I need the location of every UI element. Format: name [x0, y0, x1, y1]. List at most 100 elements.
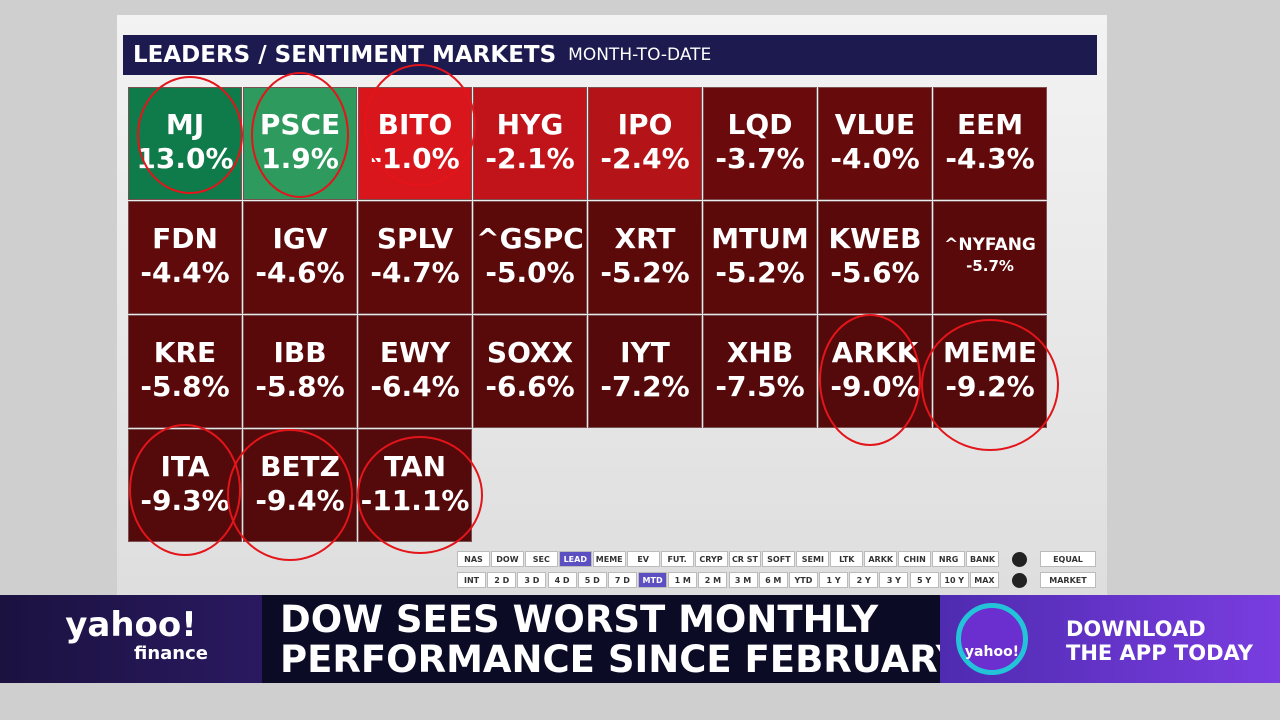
tile: VLUE -4.0%	[818, 87, 932, 200]
tile: ^GSPC -5.0%	[473, 201, 587, 314]
button[interactable]: MTD	[638, 572, 668, 588]
change: -6.4%	[370, 370, 460, 403]
change: -9.4%	[255, 484, 345, 517]
ticker: EWY	[379, 336, 451, 369]
ticker: IBB	[273, 336, 327, 369]
tile: LQD -3.7%	[703, 87, 817, 200]
change: -5.6%	[830, 256, 920, 289]
button[interactable]: CHIN	[898, 551, 932, 567]
app-logo: yahoo!	[956, 603, 1028, 675]
promo-line: DOWNLOAD	[1066, 617, 1206, 641]
button[interactable]: 5 Y	[909, 572, 939, 588]
button[interactable]: DOW	[490, 551, 524, 567]
button[interactable]: 1 M	[668, 572, 698, 588]
button[interactable]: 3 M	[728, 572, 758, 588]
ticker: XHB	[726, 336, 794, 369]
change: -2.1%	[485, 142, 575, 175]
change: -4.7%	[370, 256, 460, 289]
tile: PSCE 1.9%	[243, 87, 357, 200]
button[interactable]: 5 D	[577, 572, 607, 588]
button[interactable]: SEC	[524, 551, 558, 567]
ticker: TAN	[383, 450, 447, 483]
button[interactable]: ARKK	[864, 551, 898, 567]
button[interactable]: 2 Y	[849, 572, 879, 588]
tile: XRT -5.2%	[588, 201, 702, 314]
change: -4.4%	[140, 256, 230, 289]
tile: IGV -4.6%	[243, 201, 357, 314]
ticker: PSCE	[259, 108, 341, 141]
brand-sub: finance	[134, 643, 208, 664]
button[interactable]: FUT.	[660, 551, 694, 567]
change: -4.3%	[945, 142, 1035, 175]
button[interactable]: EQUAL	[1040, 551, 1096, 567]
arrow	[1012, 573, 1027, 588]
tile: XHB -7.5%	[703, 315, 817, 428]
arrow	[1012, 552, 1027, 567]
tile: IBB -5.8%	[243, 315, 357, 428]
header: LEADERS / SENTIMENT MARKETS MONTH-TO-DAT…	[123, 35, 1097, 75]
button[interactable]: 4 D	[547, 572, 577, 588]
tile: MEME -9.2%	[933, 315, 1047, 428]
tile: KWEB -5.6%	[818, 201, 932, 314]
change: -5.2%	[600, 256, 690, 289]
change: -3.7%	[715, 142, 805, 175]
change: -6.6%	[485, 370, 575, 403]
change: -5.2%	[715, 256, 805, 289]
ticker: XRT	[614, 222, 676, 255]
button[interactable]: BANK	[966, 551, 999, 567]
ticker: BETZ	[260, 450, 340, 483]
tile: EEM -4.3%	[933, 87, 1047, 200]
button[interactable]: 2 D	[487, 572, 517, 588]
button[interactable]: CRYP	[694, 551, 728, 567]
button[interactable]: 10 Y	[939, 572, 969, 588]
ticker: EEM	[956, 108, 1024, 141]
ticker: BITO	[377, 108, 453, 141]
tile: ARKK -9.0%	[818, 315, 932, 428]
tile: BITO -1.0%	[358, 87, 472, 200]
annotations	[129, 64, 1059, 561]
subtitle: MONTH-TO-DATE	[568, 45, 712, 65]
button[interactable]: MEME	[592, 551, 626, 567]
ticker: VLUE	[834, 108, 916, 141]
ticker: IPO	[617, 108, 673, 141]
promo-line: THE APP TODAY	[1066, 641, 1253, 665]
ticker: IYT	[620, 336, 670, 369]
ticker: MJ	[165, 108, 205, 141]
change: -4.6%	[255, 256, 345, 289]
button[interactable]: SOFT	[762, 551, 796, 567]
button[interactable]: 1 Y	[819, 572, 849, 588]
tile: KRE -5.8%	[128, 315, 242, 428]
button[interactable]: 3 D	[517, 572, 547, 588]
change: -5.8%	[140, 370, 230, 403]
ticker: KRE	[153, 336, 217, 369]
button[interactable]: LTK	[830, 551, 864, 567]
button[interactable]: 6 M	[758, 572, 788, 588]
change: -5.7%	[966, 257, 1014, 275]
button[interactable]: CR ST	[728, 551, 762, 567]
button[interactable]: SEMI	[796, 551, 830, 567]
ticker: HYG	[496, 108, 564, 141]
tile: SOXX -6.6%	[473, 315, 587, 428]
change: -5.8%	[255, 370, 345, 403]
change: 1.9%	[261, 142, 339, 175]
brand-logo: yahoo! finance	[0, 595, 262, 683]
button[interactable]: 2 M	[698, 572, 728, 588]
ticker: MEME	[943, 336, 1037, 369]
button[interactable]: 3 Y	[879, 572, 909, 588]
change: -2.4%	[600, 142, 690, 175]
tile: EWY -6.4%	[358, 315, 472, 428]
button[interactable]: MAX	[969, 572, 999, 588]
button[interactable]: INT	[457, 572, 487, 588]
ticker: ^NYFANG	[944, 235, 1036, 255]
button[interactable]: LEAD	[558, 551, 592, 567]
ticker: MTUM	[711, 222, 809, 255]
change: -7.5%	[715, 370, 805, 403]
button[interactable]: NRG	[932, 551, 966, 567]
button[interactable]: 7 D	[607, 572, 637, 588]
button[interactable]: YTD	[788, 572, 818, 588]
button[interactable]: NAS	[457, 551, 490, 567]
change: -9.2%	[945, 370, 1035, 403]
tile: IPO -2.4%	[588, 87, 702, 200]
button[interactable]: EV	[626, 551, 660, 567]
button[interactable]: MARKET	[1040, 572, 1096, 588]
